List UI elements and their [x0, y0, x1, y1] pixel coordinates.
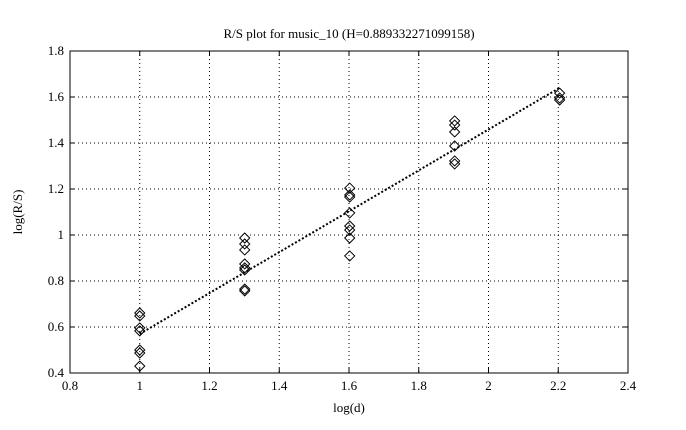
- x-tick-label: 0.8: [62, 378, 78, 393]
- data-point: [553, 92, 566, 104]
- x-tick-label: 1.4: [271, 378, 288, 393]
- data-point: [134, 347, 146, 359]
- data-point: [343, 191, 356, 203]
- data-point: [239, 238, 251, 250]
- data-point: [343, 189, 356, 201]
- data-point: [239, 258, 251, 270]
- x-tick-label: 1.8: [411, 378, 427, 393]
- y-tick-label: 1.8: [48, 43, 64, 58]
- x-tick-label: 1.6: [341, 378, 358, 393]
- data-point: [343, 220, 356, 232]
- data-point: [343, 207, 356, 219]
- data-point: [239, 264, 251, 276]
- data-point: [448, 140, 461, 152]
- data-point: [239, 285, 251, 297]
- data-point: [134, 325, 146, 337]
- y-tick-label: 0.4: [48, 365, 65, 380]
- x-tick-label: 2.4: [620, 378, 637, 393]
- data-point: [448, 126, 461, 138]
- data-point: [448, 158, 461, 170]
- y-tick-label: 0.6: [48, 319, 65, 334]
- plot-frame: [69, 50, 629, 374]
- y-tick-label: 1.6: [48, 89, 65, 104]
- data-point: [239, 283, 251, 295]
- data-point: [134, 307, 146, 319]
- y-tick-label: 0.8: [48, 273, 64, 288]
- y-axis-label: log(R/S): [10, 190, 25, 235]
- x-tick-label: 1: [137, 378, 144, 393]
- data-point: [448, 115, 461, 127]
- data-point: [343, 250, 356, 262]
- data-point: [553, 87, 566, 99]
- data-point: [343, 224, 356, 236]
- chart-title: R/S plot for music_10 (H=0.8893322710991…: [223, 26, 474, 41]
- y-tick-label: 1.2: [48, 181, 64, 196]
- fit-line: [139, 86, 561, 335]
- x-axis-label: log(d): [333, 400, 365, 415]
- data-point: [448, 155, 461, 167]
- data-point: [134, 360, 146, 372]
- x-tick-label: 2.2: [550, 378, 566, 393]
- data-point: [134, 344, 146, 356]
- data-point: [134, 310, 146, 322]
- data-point: [448, 119, 461, 131]
- x-tick-label: 1.2: [201, 378, 217, 393]
- data-point: [239, 244, 251, 256]
- data-point: [343, 182, 356, 194]
- data-point: [239, 232, 251, 244]
- x-tick-label: 2: [485, 378, 492, 393]
- data-point: [343, 232, 356, 244]
- data-point: [553, 94, 566, 106]
- y-tick-label: 1: [58, 227, 65, 242]
- y-tick-label: 1.4: [48, 135, 65, 150]
